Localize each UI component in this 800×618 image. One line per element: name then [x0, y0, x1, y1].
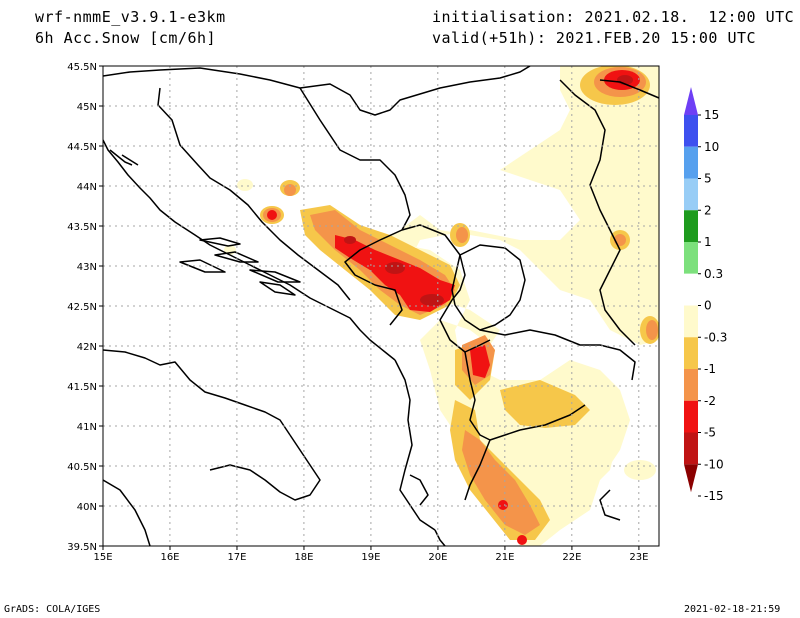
map-gridlines — [103, 66, 659, 546]
lon-tick-label: 23E — [629, 552, 648, 563]
lat-tick-label: 43N — [77, 262, 97, 273]
coastlines-borders — [103, 66, 659, 546]
colorbar-segment — [684, 146, 698, 179]
footer-credit: GrADS: COLA/IGES — [4, 604, 101, 615]
lon-tick-label: 18E — [294, 552, 313, 563]
colorbar-label: -2 — [704, 394, 716, 408]
init-time: initialisation: 2021.02.18. 12:00 UTC — [432, 8, 795, 26]
colorbar-label: -15 — [704, 489, 724, 503]
colorbar-segment — [684, 337, 698, 369]
colorbar-segment — [684, 273, 698, 306]
lat-tick-label: 40N — [77, 502, 97, 513]
colorbar-label: 1 — [704, 235, 712, 249]
lat-tick-label: 39.5N — [67, 542, 97, 553]
field-title: 6h Acc.Snow [cm/6h] — [35, 29, 217, 47]
lat-tick-label: 41.5N — [67, 382, 97, 393]
colorbar-label: -5 — [704, 426, 716, 440]
lon-axis: 15E 16E 17E 18E 19E 20E 21E 22E 23E — [93, 546, 648, 563]
colorbar-label: -1 — [704, 362, 716, 376]
lat-tick-label: 41N — [77, 422, 97, 433]
valid-time: valid(+51h): 2021.FEB.20 15:00 UTC — [432, 29, 757, 47]
colorbar-label: 5 — [704, 172, 712, 186]
lat-tick-label: 42.5N — [67, 302, 97, 313]
lat-tick-label: 43.5N — [67, 222, 97, 233]
lon-tick-label: 19E — [361, 552, 380, 563]
lat-tick-label: 44N — [77, 182, 97, 193]
lon-tick-label: 22E — [562, 552, 581, 563]
colorbar-segment — [684, 369, 698, 401]
lat-tick-label: 44.5N — [67, 142, 97, 153]
lat-axis: 39.5N 40N 40.5N 41N 41.5N 42N 42.5N 43N 43.5N 44N… — [67, 62, 103, 553]
colorbar-segment — [684, 242, 698, 274]
lat-tick-label: 45.5N — [67, 62, 97, 73]
colorbar-segment — [684, 115, 698, 147]
colorbar-label: 15 — [704, 108, 719, 122]
lon-tick-label: 20E — [428, 552, 447, 563]
colorbar-label: -10 — [704, 457, 724, 471]
colorbar-label: -0.3 — [704, 330, 727, 344]
colorbar-segment — [684, 400, 698, 433]
colorbar-segment — [684, 178, 698, 211]
colorbar-top-arrow — [684, 87, 698, 115]
footer-timestamp: 2021-02-18-21:59 — [684, 604, 781, 615]
lat-tick-label: 40.5N — [67, 462, 97, 473]
colorbar-label: 10 — [704, 140, 719, 154]
colorbar-bottom-arrow — [684, 464, 698, 493]
model-title: wrf-nmmE_v3.9.1-e3km — [35, 8, 226, 26]
lat-tick-label: 45N — [77, 102, 97, 113]
lat-tick-label: 42N — [77, 342, 97, 353]
colorbar-label: 0 — [704, 299, 712, 313]
lon-tick-label: 15E — [93, 552, 112, 563]
colorbar-segment — [684, 432, 698, 465]
colorbar-segment — [684, 305, 698, 338]
colorbar-segment — [684, 210, 698, 242]
lon-tick-label: 16E — [160, 552, 179, 563]
colorbar-label: 0.3 — [704, 267, 723, 281]
colorbar-label: 2 — [704, 203, 712, 217]
colorbar: 15 10 5 2 1 0.3 0 -0.3 -1 -2 -5 -10 -15 — [684, 87, 727, 503]
lon-tick-label: 21E — [495, 552, 514, 563]
snow-extreme-areas — [344, 75, 633, 306]
lon-tick-label: 17E — [227, 552, 246, 563]
